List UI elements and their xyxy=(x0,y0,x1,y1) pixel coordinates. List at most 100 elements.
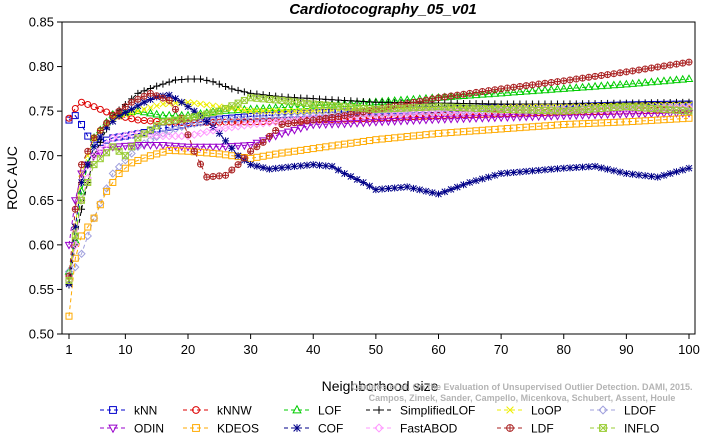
data-point xyxy=(390,118,400,126)
data-point xyxy=(528,106,537,115)
data-point xyxy=(358,119,368,128)
data-point xyxy=(278,93,286,101)
data-point xyxy=(90,134,98,142)
data-point xyxy=(139,142,149,150)
data-point xyxy=(659,76,669,85)
data-point xyxy=(472,177,480,185)
legend-item-ldof: LDOF xyxy=(590,404,656,418)
data-point xyxy=(291,107,298,115)
x-axis: 1 10 20 30 40 50 60 70 80 90 100 xyxy=(65,334,700,357)
data-point xyxy=(71,240,80,250)
data-point xyxy=(297,118,305,126)
data-point xyxy=(484,114,493,123)
data-point xyxy=(234,161,242,169)
data-point xyxy=(89,213,99,223)
data-point xyxy=(559,84,569,92)
data-point xyxy=(127,142,136,151)
data-point xyxy=(640,77,650,86)
data-point xyxy=(346,111,356,121)
legend-label: COF xyxy=(318,422,343,434)
data-point xyxy=(234,152,242,160)
series-line xyxy=(68,101,690,124)
data-point xyxy=(253,143,261,151)
data-point xyxy=(465,106,475,115)
data-point xyxy=(90,161,98,169)
data-point xyxy=(353,97,361,105)
data-point xyxy=(591,72,599,80)
data-point xyxy=(528,113,537,122)
data-point xyxy=(246,142,255,150)
data-point xyxy=(460,181,468,189)
data-point xyxy=(283,102,293,111)
data-point xyxy=(215,172,223,180)
data-point xyxy=(153,92,161,100)
legend-label: LOF xyxy=(318,404,341,418)
data-point xyxy=(297,94,305,102)
plot-frame xyxy=(61,21,696,335)
x-tick-label: 50 xyxy=(369,342,383,357)
data-point xyxy=(146,126,154,134)
y-axis: 0.50 0.55 0.60 0.65 0.70 0.75 0.80 0.85 xyxy=(29,15,62,342)
legend-marker xyxy=(109,406,117,414)
data-point xyxy=(78,98,86,106)
data-point xyxy=(603,80,612,89)
data-point xyxy=(509,114,518,122)
data-point xyxy=(579,74,587,82)
data-point xyxy=(240,142,249,151)
data-point xyxy=(96,155,104,163)
data-point xyxy=(446,115,456,124)
data-point xyxy=(265,165,273,173)
data-point xyxy=(209,109,217,117)
data-point xyxy=(515,113,525,122)
data-point xyxy=(146,135,155,145)
legend-marker xyxy=(375,406,383,414)
data-point xyxy=(71,262,80,272)
data-point xyxy=(616,168,624,176)
legend-item-fastabod: FastABOD xyxy=(366,422,458,434)
data-point xyxy=(252,139,262,148)
data-point xyxy=(153,102,161,110)
data-point xyxy=(465,115,475,124)
data-point xyxy=(272,126,280,134)
data-point xyxy=(566,164,574,172)
data-point xyxy=(227,115,237,124)
data-point xyxy=(71,232,79,240)
data-point xyxy=(347,173,355,181)
series-inflo xyxy=(65,94,693,285)
data-point xyxy=(560,77,568,85)
data-point xyxy=(591,162,599,170)
data-point xyxy=(316,107,323,115)
data-point xyxy=(472,100,480,108)
data-point xyxy=(478,88,486,96)
data-point xyxy=(171,131,180,141)
data-point xyxy=(666,170,674,178)
data-point xyxy=(485,87,493,95)
data-point xyxy=(190,75,198,83)
legend-marker xyxy=(192,406,200,414)
data-point xyxy=(471,115,481,123)
data-point xyxy=(159,100,167,108)
data-point xyxy=(478,106,487,115)
data-point xyxy=(685,164,693,172)
data-point xyxy=(146,130,155,139)
data-point xyxy=(265,91,273,99)
series-line xyxy=(68,112,690,245)
data-point xyxy=(534,85,544,94)
data-point xyxy=(615,80,625,88)
data-point xyxy=(183,143,193,152)
series-ldf xyxy=(65,58,693,280)
data-point xyxy=(247,107,254,115)
data-point xyxy=(272,92,280,100)
legend-item-loop: LoOP xyxy=(497,404,562,418)
legend-label: LDOF xyxy=(624,404,656,418)
data-point xyxy=(647,64,655,72)
data-point xyxy=(65,312,73,320)
data-point xyxy=(265,103,274,112)
data-point xyxy=(372,186,380,194)
data-point xyxy=(103,108,111,116)
legend-item-kdeos: KDEOS xyxy=(183,422,259,434)
data-point xyxy=(134,89,142,97)
data-point xyxy=(265,113,274,122)
data-point xyxy=(565,83,575,92)
data-point xyxy=(109,178,117,186)
